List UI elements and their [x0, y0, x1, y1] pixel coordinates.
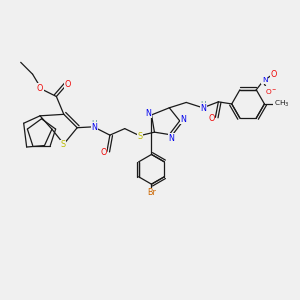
Text: N: N	[91, 123, 97, 132]
Text: Br: Br	[147, 188, 156, 197]
Text: S: S	[61, 140, 66, 149]
Text: H: H	[201, 101, 206, 107]
Text: O$^-$: O$^-$	[265, 87, 277, 96]
Text: H: H	[91, 120, 96, 126]
Text: N: N	[168, 134, 174, 142]
Text: CH$_3$: CH$_3$	[274, 99, 290, 109]
Text: O: O	[100, 148, 106, 158]
Text: O: O	[270, 70, 276, 79]
Text: O: O	[64, 80, 70, 88]
Text: N: N	[201, 104, 206, 113]
Text: N: N	[146, 109, 152, 118]
Text: O: O	[208, 114, 214, 123]
Text: S: S	[138, 132, 143, 141]
Text: N: N	[180, 115, 186, 124]
Text: N: N	[262, 77, 267, 83]
Text: O: O	[37, 84, 43, 93]
